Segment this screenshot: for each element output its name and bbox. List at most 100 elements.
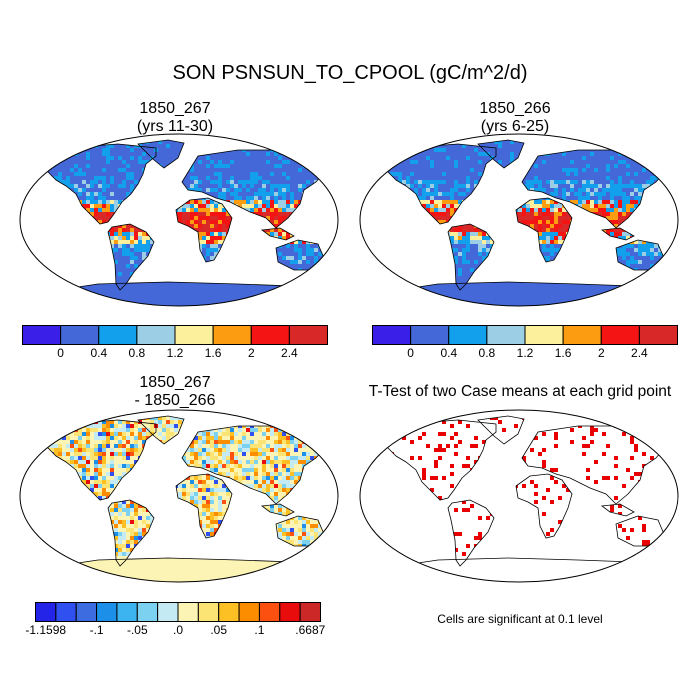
- coastline-north-america: [45, 143, 157, 225]
- coastline-south-america: [107, 499, 155, 567]
- colorbar-tick-label: -.1: [89, 623, 104, 637]
- colorbar-case1: [22, 325, 328, 345]
- significance-note: Cells are significant at 0.1 level: [437, 612, 603, 626]
- colorbar-tick-label: 0.4: [440, 346, 458, 360]
- colorbar-swatch: [197, 602, 220, 622]
- map-border: [19, 133, 339, 307]
- panel-title-difference: 1850_267 - 1850_266: [60, 374, 290, 410]
- coastline-africa: [515, 197, 573, 263]
- colorbar-tick-label: 0.4: [90, 346, 108, 360]
- colorbar-swatch: [288, 325, 328, 345]
- colorbar-swatch: [600, 325, 640, 345]
- colorbar-difference: [35, 602, 321, 622]
- colorbar-tick-label: 0: [407, 346, 414, 360]
- coastline-south-america: [447, 499, 495, 567]
- colorbar-tick-label: 1.2: [166, 346, 184, 360]
- panel-title-line: 1850_267: [139, 100, 211, 117]
- colorbar-swatch: [98, 325, 138, 345]
- colorbar-swatch: [250, 325, 290, 345]
- land-fill: [46, 416, 328, 582]
- panel-title-line: 1850_266: [479, 100, 551, 117]
- colorbar-swatch: [372, 325, 412, 345]
- coastline-south-america: [107, 223, 155, 291]
- coastline-africa: [175, 197, 233, 263]
- colorbar-case2: [372, 325, 678, 345]
- colorbar-labels-case1: 0 0.4 0.8 1.2 1.6 2 2.4: [22, 346, 328, 362]
- map-difference: [19, 409, 339, 583]
- colorbar-swatch: [212, 325, 252, 345]
- colorbar-swatch: [96, 602, 118, 622]
- colorbar-swatch: [562, 325, 602, 345]
- colorbar-swatch: [279, 602, 301, 622]
- figure-title: SON PSNSUN_TO_CPOOL (gC/m^2/d): [172, 62, 528, 84]
- colorbar-tick-label: 2: [597, 346, 605, 360]
- coastline-africa: [175, 473, 233, 539]
- colorbar-tick-label: 0.8: [478, 346, 496, 360]
- colorbar-tick-label: 0.8: [128, 346, 146, 360]
- colorbar-tick-label: -1.1598: [25, 623, 67, 637]
- map-case2: [359, 133, 679, 307]
- coastline-islands: [600, 227, 635, 241]
- land-fill: [386, 416, 668, 582]
- colorbar-swatch: [299, 602, 321, 622]
- colorbar-tick-label: 1.6: [204, 346, 222, 360]
- coastline-greenland: [477, 139, 525, 169]
- panel-title-line: (yrs 11-30): [136, 118, 214, 135]
- colorbar-swatch: [177, 602, 199, 622]
- panel-title-line: (yrs 6-25): [480, 118, 550, 135]
- map-ttest: [359, 409, 679, 583]
- coastline-africa: [515, 473, 573, 539]
- panel-title-line: T-Test of two Case means at each grid po…: [368, 383, 672, 400]
- colorbar-tick-label: .05: [210, 623, 228, 637]
- map-border: [359, 133, 679, 307]
- panel-title-line: 1850_267: [139, 374, 211, 391]
- colorbar-swatch: [35, 602, 57, 622]
- panel-title-line: - 1850_266: [134, 392, 216, 409]
- map-case1: [19, 133, 339, 307]
- colorbar-tick-label: 0: [57, 346, 64, 360]
- coastline-north-america: [45, 419, 157, 501]
- colorbar-swatch: [136, 325, 176, 345]
- coastline-greenland: [137, 415, 185, 445]
- land-fill: [46, 140, 328, 306]
- colorbar-tick-label: .6687: [295, 623, 326, 637]
- coastline-islands: [260, 503, 295, 517]
- colorbar-swatch: [157, 602, 179, 622]
- colorbar-swatch: [638, 325, 678, 345]
- colorbar-swatch: [238, 602, 260, 622]
- colorbar-tick-label: 2.4: [631, 346, 648, 360]
- colorbar-swatch: [136, 602, 159, 622]
- colorbar-tick-label: 2: [247, 346, 255, 360]
- colorbar-tick-label: 1.2: [516, 346, 534, 360]
- colorbar-tick-label: .0: [172, 623, 184, 637]
- panel-title-case2: 1850_266 (yrs 6-25): [400, 100, 630, 136]
- coastline-greenland: [477, 415, 525, 445]
- map-border: [359, 409, 679, 583]
- colorbar-swatch: [55, 602, 77, 622]
- colorbar-swatch: [258, 602, 281, 622]
- coastline-south-america: [447, 223, 495, 291]
- panel-title-case1: 1850_267 (yrs 11-30): [60, 100, 290, 136]
- coastline-islands: [600, 503, 635, 517]
- colorbar-tick-label: -.05: [126, 623, 148, 637]
- colorbar-tick-label: 2.4: [281, 346, 298, 360]
- coastline-greenland: [137, 139, 185, 169]
- colorbar-tick-label: .1: [254, 623, 265, 637]
- colorbar-swatch: [486, 325, 526, 345]
- colorbar-swatch: [116, 602, 138, 622]
- colorbar-swatch: [75, 602, 98, 622]
- colorbar-labels-case2: 0 0.4 0.8 1.2 1.6 2 2.4: [372, 346, 678, 362]
- map-border: [19, 409, 339, 583]
- land-fill: [386, 140, 668, 306]
- colorbar-swatch: [524, 325, 564, 345]
- colorbar-swatch: [410, 325, 450, 345]
- colorbar-swatch: [60, 325, 100, 345]
- coastline-islands: [260, 227, 295, 241]
- colorbar-tick-label: 1.6: [554, 346, 572, 360]
- panel-title-ttest: T-Test of two Case means at each grid po…: [350, 383, 690, 401]
- colorbar-swatch: [448, 325, 488, 345]
- colorbar-swatch: [22, 325, 62, 345]
- colorbar-swatch: [218, 602, 240, 622]
- colorbar-swatch: [174, 325, 214, 345]
- colorbar-labels-difference: -1.1598 -.1 -.05 .0 .05 .1 .6687: [22, 623, 328, 639]
